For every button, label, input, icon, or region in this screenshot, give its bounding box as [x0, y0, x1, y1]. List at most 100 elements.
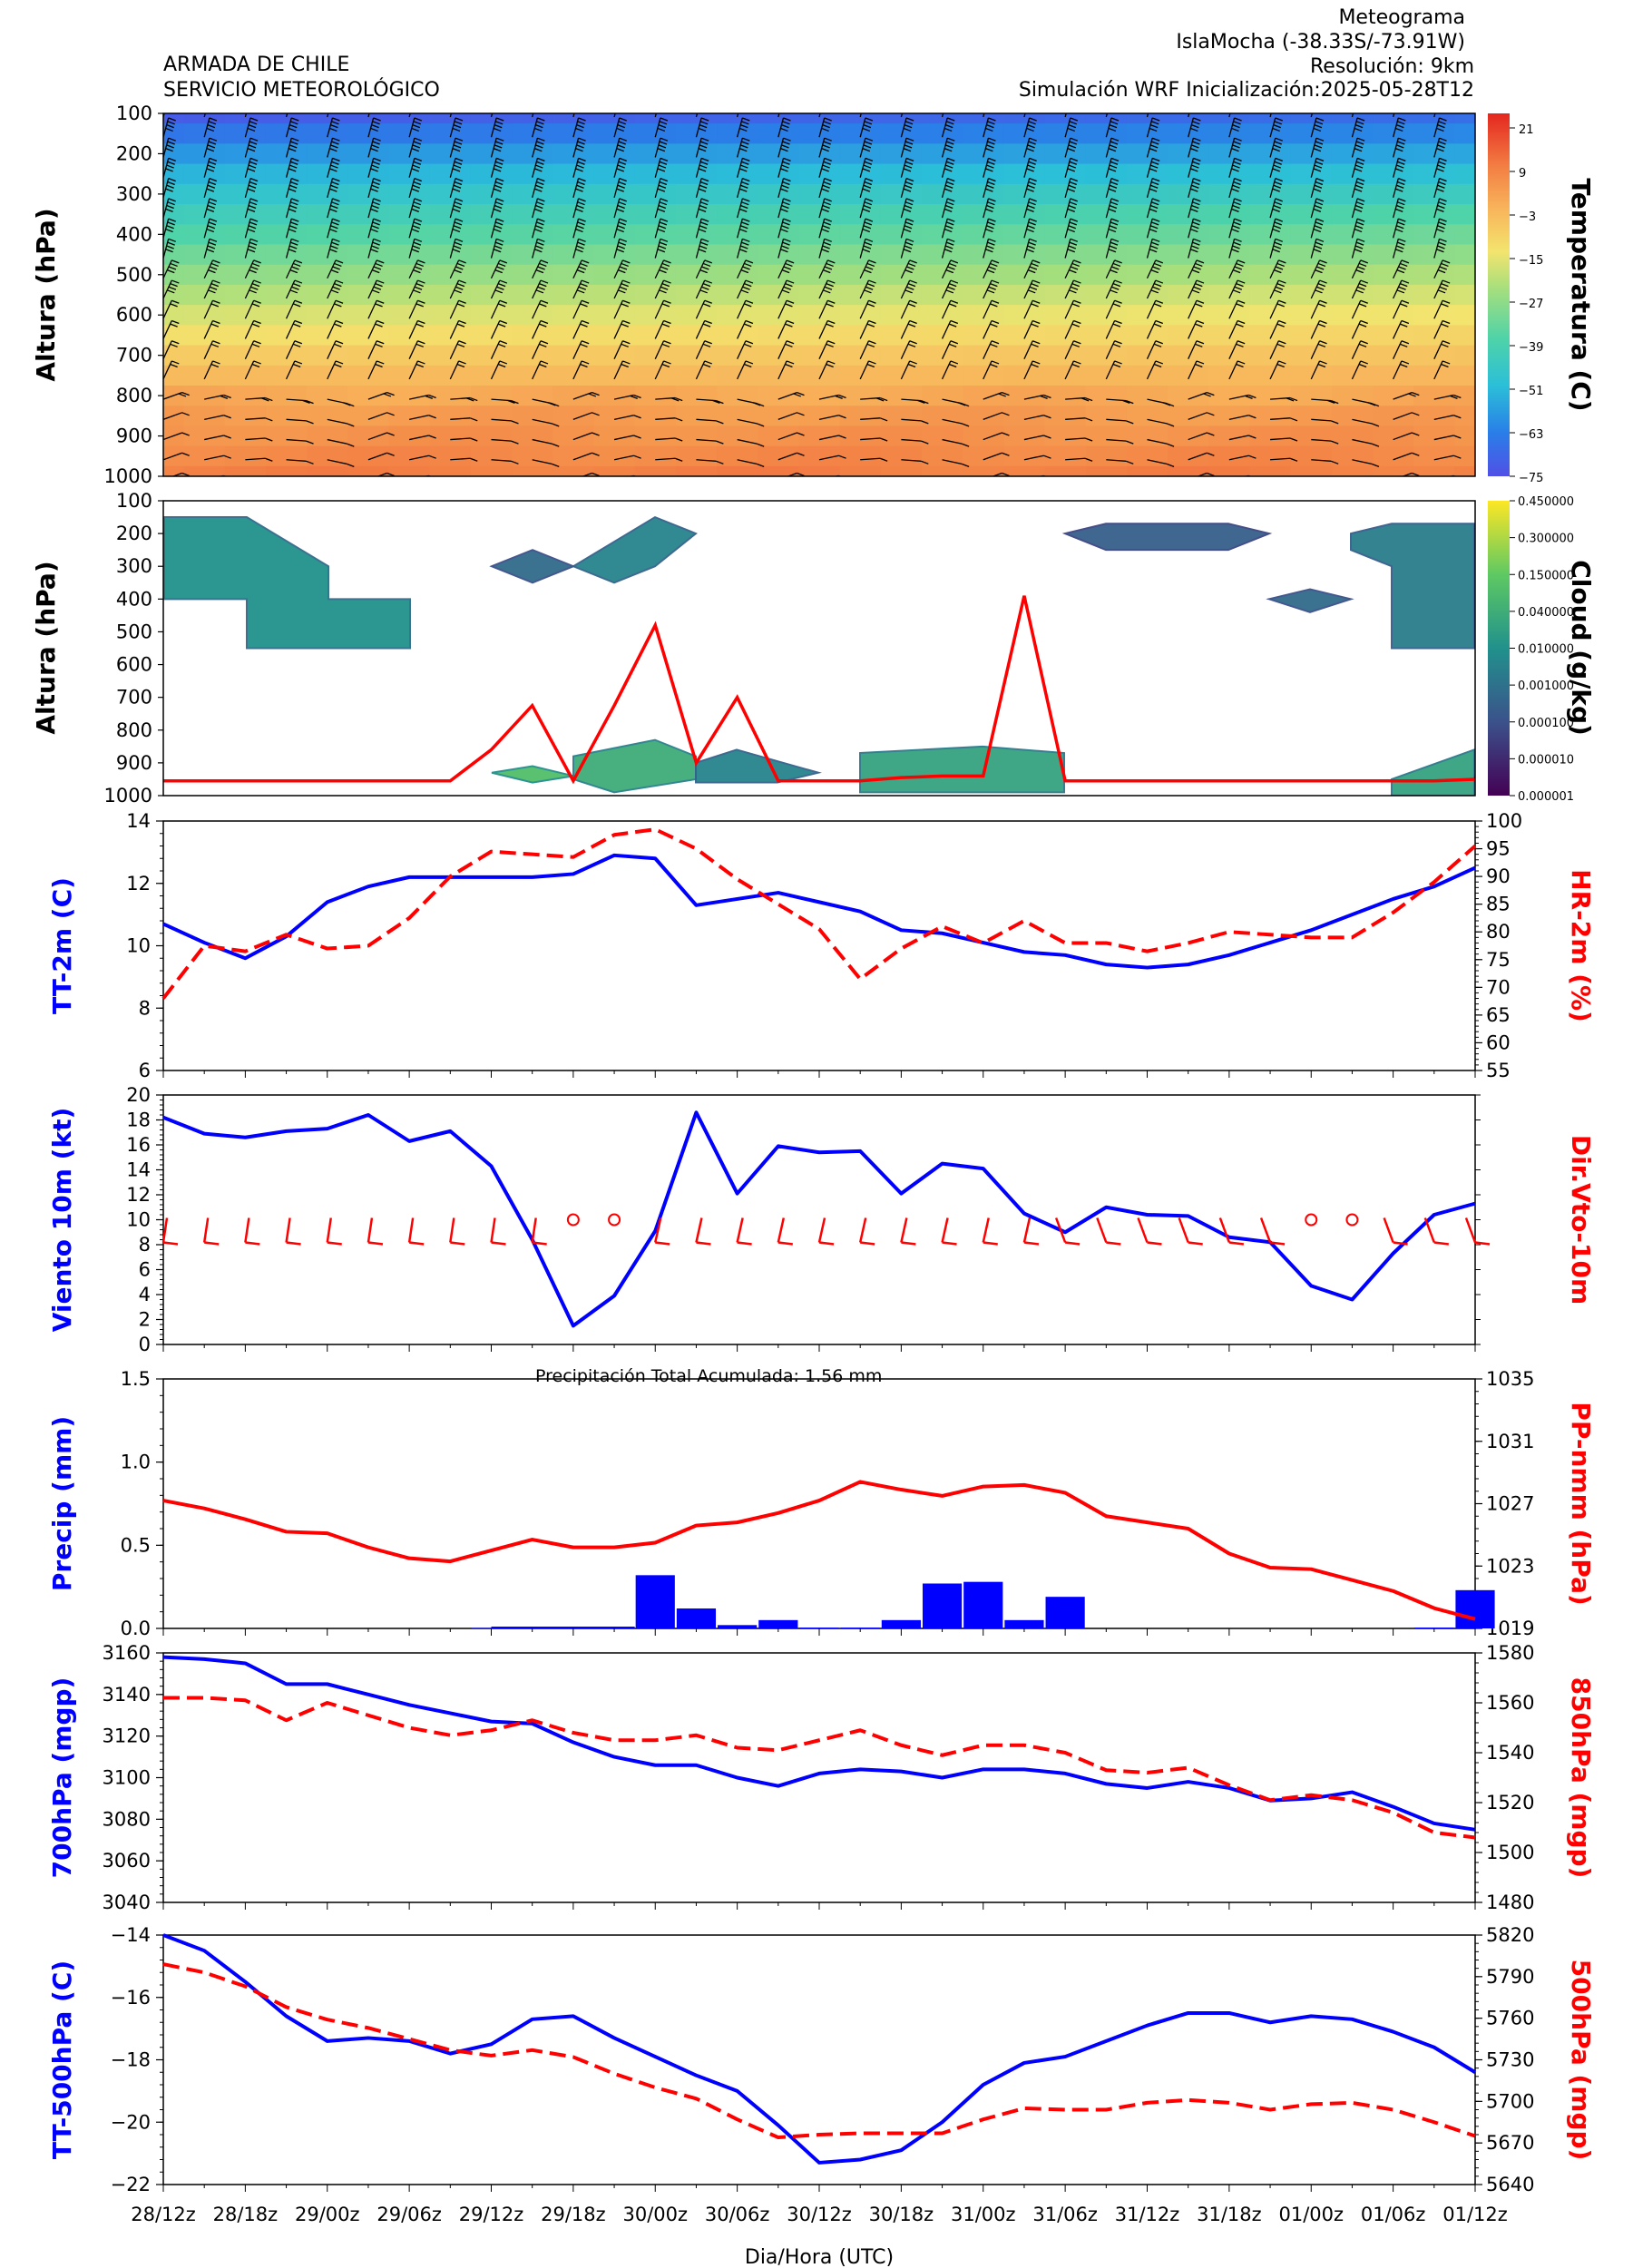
wind-barb — [657, 168, 666, 172]
wind-barb — [905, 117, 914, 122]
wind-barb — [1150, 141, 1159, 145]
wind-barb — [1310, 198, 1317, 219]
temperature-cell — [1373, 284, 1415, 307]
wind-barb — [860, 457, 881, 461]
temperature-cell — [1003, 113, 1046, 125]
temperature-cell — [163, 386, 185, 407]
precip-bar — [1455, 1589, 1495, 1628]
wind-barb — [616, 168, 624, 172]
wind-barb — [1188, 452, 1208, 461]
wind-barb — [581, 279, 590, 284]
wind-barb — [1023, 455, 1044, 461]
wind-barb — [617, 204, 625, 210]
wind-barb — [1155, 259, 1164, 264]
wind-barb — [413, 161, 422, 165]
wind-barb — [818, 218, 826, 239]
wind-barb — [654, 138, 661, 158]
wind-barb — [961, 463, 970, 467]
wind-barb — [1481, 287, 1488, 289]
temperature-cell — [675, 113, 719, 125]
tt_z_500-y2label: 500hPa (mgp) — [1566, 1960, 1596, 2161]
wind-barb — [797, 391, 805, 396]
wind-barb — [1439, 117, 1447, 122]
wind-barb — [302, 399, 310, 404]
wind-barb — [1106, 459, 1127, 462]
wind-barb — [1108, 127, 1117, 132]
wind-barb — [536, 221, 544, 226]
temperature-cell — [1249, 305, 1292, 327]
wind-barb — [991, 360, 1000, 365]
wind-barb — [903, 249, 912, 253]
wind-barb — [859, 239, 866, 259]
wind-barb — [181, 452, 190, 456]
temperature-cell — [839, 325, 882, 347]
wind-barb — [1274, 289, 1282, 294]
wind-barb — [163, 432, 182, 441]
wind-barb — [1188, 117, 1195, 138]
wind-barb — [621, 262, 629, 268]
wind-barb — [1023, 218, 1031, 239]
y-tick-label: 400 — [116, 223, 152, 245]
cloud-panel-ylabel: Altura (hPa) — [31, 561, 61, 734]
colorbar-tick-label: 21 — [1519, 123, 1534, 137]
wind-barb — [247, 148, 256, 152]
wind-barb — [1354, 208, 1363, 212]
wind-barb — [223, 455, 231, 459]
wind-barb — [903, 188, 912, 192]
wind-barb — [947, 137, 955, 142]
wind-direction-barb — [407, 1217, 415, 1243]
wind-barb — [1237, 340, 1246, 345]
wind-barb — [247, 228, 256, 233]
wind-barb — [206, 249, 215, 253]
wind-barb — [621, 283, 629, 288]
wind-barb — [797, 412, 805, 416]
wind-barb — [244, 198, 251, 219]
wind-barb — [1439, 157, 1447, 162]
y-tick-label: 600 — [116, 654, 152, 676]
wind-barb — [540, 360, 549, 365]
wind-barb — [1109, 225, 1118, 230]
wind-barb — [494, 184, 503, 189]
wind-barb — [170, 363, 178, 368]
wind-barb — [704, 360, 712, 365]
wind-barb — [253, 259, 261, 264]
temperature-cell — [1454, 445, 1475, 467]
wind-barb — [745, 279, 754, 284]
wind-direction-barb — [162, 1241, 179, 1246]
wind-barb — [695, 218, 702, 239]
wind-barb — [533, 480, 552, 484]
wind-barb — [699, 108, 706, 111]
y-tick-label: 10 — [126, 1209, 151, 1231]
temperature-cell — [1168, 365, 1210, 386]
temperature-cell — [798, 365, 841, 386]
y-tick-label: 14 — [126, 810, 151, 832]
wind-barb — [946, 201, 954, 206]
wind-barb — [756, 423, 765, 427]
wind-barb — [1313, 168, 1322, 172]
colorbar-tick-label: −15 — [1519, 254, 1543, 268]
wind-barb — [1150, 121, 1159, 125]
wind-barb — [203, 218, 210, 239]
wind-barb — [1234, 286, 1243, 290]
wind-barb — [905, 201, 914, 206]
wind-barb — [1354, 124, 1364, 129]
temperature-cell — [1044, 325, 1087, 347]
wind-barb — [862, 228, 871, 233]
wind-barb — [700, 238, 709, 242]
temperature-cell — [758, 465, 800, 476]
wind-barb — [905, 238, 914, 242]
wind-barb — [659, 289, 667, 294]
wind-barb — [1067, 228, 1075, 233]
wind-barb — [1071, 262, 1080, 268]
wind-barb — [616, 188, 624, 192]
wind-barb — [1126, 482, 1133, 484]
wind-barb — [1248, 435, 1257, 439]
wind-barb — [1110, 269, 1118, 274]
wind-barb — [1317, 323, 1326, 327]
temperature-cell — [388, 406, 431, 427]
wind-barb — [658, 144, 667, 149]
wind-barb — [1114, 299, 1122, 304]
wind-barb — [1437, 269, 1446, 274]
wind-barb — [1029, 137, 1037, 142]
wind-barb — [416, 323, 424, 327]
